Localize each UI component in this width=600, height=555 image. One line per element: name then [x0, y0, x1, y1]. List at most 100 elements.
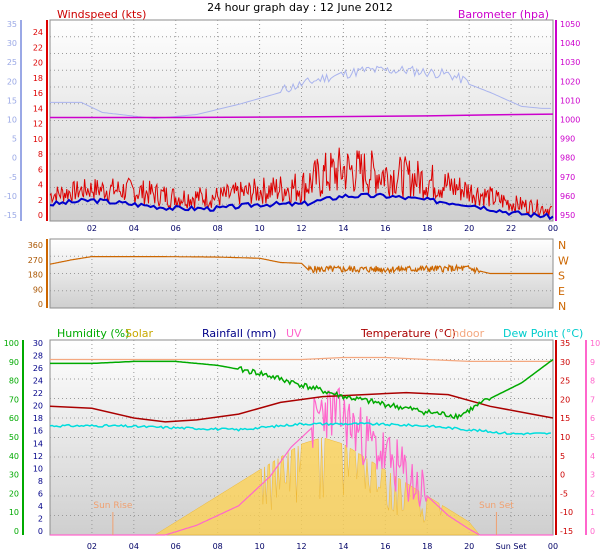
wind-x-tick: 10 — [254, 224, 264, 233]
humidity-axis-tick: 50 — [9, 433, 19, 442]
temperature-axis-tick: -10 — [560, 508, 573, 517]
wind-axes: 35302520151050-5-10-15242220181614121086… — [4, 20, 580, 233]
humidity-axis-tick: 70 — [9, 395, 19, 404]
wind-axis-tick: 8 — [38, 150, 43, 159]
wind-grid — [50, 20, 553, 221]
wind-axis-tick: 12 — [33, 120, 43, 129]
uv-axis-tick: 0 — [590, 527, 595, 536]
outer-left-axis-tick: -5 — [9, 173, 17, 182]
direction-axis-tick: 360 — [28, 241, 43, 250]
direction-axis-tick: 270 — [28, 256, 43, 265]
panel-climate: Sun Rise Sun Set 100908070605040302010030… — [4, 327, 600, 551]
solar-label: Solar — [125, 327, 154, 340]
climate-x-tick: 12 — [296, 542, 306, 551]
wind-x-tick: 12 — [296, 224, 306, 233]
temperature-axis-tick: 10 — [560, 433, 570, 442]
barometer-axis-tick: 980 — [560, 154, 575, 163]
wind-axis-tick: 22 — [33, 43, 43, 52]
temperature-axis-tick: 30 — [560, 358, 570, 367]
outer-left-axis-tick: 25 — [7, 58, 17, 67]
rainfall-label: Rainfall (mm) — [202, 327, 276, 340]
humidity-axis-tick: 20 — [9, 489, 19, 498]
wind-x-tick: 08 — [213, 224, 223, 233]
rainfall-axis-tick: 0 — [38, 527, 43, 536]
humidity-axis-tick: 60 — [9, 414, 19, 423]
wind-speed-line — [49, 147, 553, 217]
outer-left-axis-tick: 15 — [7, 96, 17, 105]
sun-markers: Sun Rise Sun Set — [93, 501, 514, 535]
temperature-axis-tick: -5 — [560, 489, 568, 498]
wind-direction-line — [49, 256, 553, 275]
wind-axis-tick: 2 — [38, 196, 43, 205]
compass-label: E — [558, 285, 565, 298]
outer-left-axis-tick: 30 — [7, 39, 17, 48]
climate-x-tick: 02 — [87, 542, 97, 551]
climate-x-tick: 06 — [171, 542, 181, 551]
climate-x-tick: 16 — [380, 542, 390, 551]
sunset-label: Sun Set — [479, 501, 514, 511]
wind-label: Windspeed (kts) — [57, 8, 146, 21]
rainfall-axis-tick: 16 — [33, 427, 43, 436]
temperature-axis-tick: 5 — [560, 452, 565, 461]
wind-x-tick: 00 — [548, 224, 558, 233]
climate-x-tick: 18 — [422, 542, 432, 551]
temperature-axis-tick: 15 — [560, 414, 570, 423]
outer-left-axis-tick: 35 — [7, 20, 17, 29]
wind-gust-line — [49, 192, 554, 221]
barometer-blue-line — [50, 65, 551, 120]
rainfall-axis-tick: 18 — [33, 414, 43, 423]
outer-left-axis-tick: 0 — [12, 154, 17, 163]
wind-axis-tick: 18 — [33, 74, 43, 83]
temperature-axis-tick: 20 — [560, 395, 570, 404]
uv-line — [50, 386, 553, 536]
direction-axis-tick: 180 — [28, 271, 43, 280]
humidity-label: Humidity (%) — [57, 327, 129, 340]
rainfall-axis-tick: 20 — [33, 402, 43, 411]
indoor-label: Indoor — [449, 327, 485, 340]
wind-x-tick: 02 — [87, 224, 97, 233]
compass-label: S — [558, 270, 565, 283]
temperature-axis-tick: 35 — [560, 339, 570, 348]
temperature-axis-tick: -15 — [560, 527, 573, 536]
graph-title: 24 hour graph day : 12 June 2012 — [207, 1, 393, 14]
humidity-axis-tick: 80 — [9, 377, 19, 386]
dew-point-line — [49, 422, 551, 436]
barometer-axis-tick: 1040 — [560, 39, 580, 48]
rainfall-axis-tick: 22 — [33, 389, 43, 398]
rainfall-axis-tick: 2 — [38, 514, 43, 523]
temperature-line — [49, 391, 554, 423]
climate-x-tick: 14 — [338, 542, 348, 551]
climate-axes: 1009080706050403020100302826242220181614… — [4, 339, 600, 551]
humidity-axis-tick: 90 — [9, 358, 19, 367]
humidity-axis-tick: 10 — [9, 508, 19, 517]
barometer-label: Barometer (hpa) — [458, 8, 549, 21]
temperature-label: Temperature (°C) — [360, 327, 456, 340]
wind-axis-tick: 6 — [38, 165, 43, 174]
climate-x-tick: 10 — [254, 542, 264, 551]
temperature-axis-tick: 25 — [560, 377, 570, 386]
wind-x-tick: 16 — [380, 224, 390, 233]
barometer-line — [50, 113, 554, 119]
direction-plot-area — [49, 238, 554, 309]
temperature-axis-tick: 0 — [560, 471, 565, 480]
rainfall-axis-tick: 14 — [33, 439, 43, 448]
uv-label: UV — [286, 327, 302, 340]
compass-label: W — [558, 254, 569, 267]
barometer-axis-tick: 950 — [560, 211, 575, 220]
climate-x-tick: 20 — [464, 542, 474, 551]
wind-x-tick: 20 — [464, 224, 474, 233]
uv-axis-tick: 1 — [590, 508, 595, 517]
climate-x-tick: 00 — [548, 542, 558, 551]
panel-wind: 35302520151050-5-10-15242220181614121086… — [4, 8, 580, 233]
uv-axis-tick: 4 — [590, 452, 595, 461]
climate-x-tick: 08 — [213, 542, 223, 551]
rainfall-axis-tick: 4 — [38, 502, 43, 511]
uv-axis-tick: 7 — [590, 395, 595, 404]
rainfall-axis-tick: 30 — [33, 339, 43, 348]
barometer-axis-tick: 960 — [560, 192, 575, 201]
wind-axis-tick: 20 — [33, 59, 43, 68]
wind-x-tick: 14 — [338, 224, 348, 233]
